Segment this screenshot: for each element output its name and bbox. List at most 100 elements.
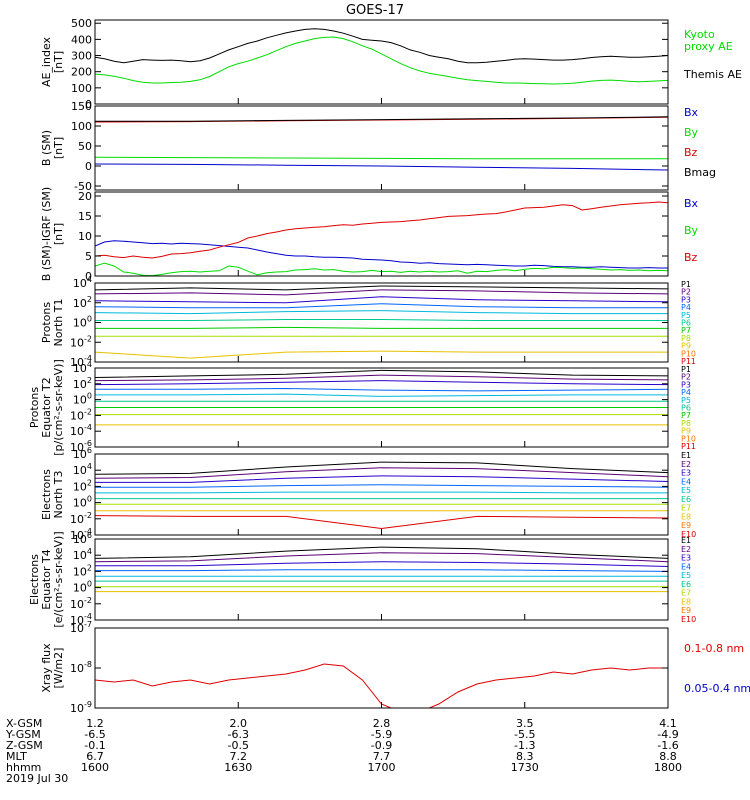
series-p1 <box>95 285 668 291</box>
panel-frame <box>94 627 669 709</box>
y-tick-label: 104 <box>73 275 92 290</box>
y-axis-label: Xray flux <box>40 643 53 693</box>
annotation-ae: Themis AE <box>683 68 742 81</box>
y-tick-label: 10-2 <box>70 596 92 611</box>
legend-p2: P2 <box>681 288 691 297</box>
y-axis-label: [W/m2] <box>52 648 65 689</box>
legend-p3: P3 <box>681 380 691 389</box>
y-tick-label: -50 <box>74 180 92 193</box>
x-axis-value: 1730 <box>511 761 539 774</box>
y-axis-label: B (SM) <box>40 130 53 166</box>
panel-frame <box>94 282 669 363</box>
y-tick-label: 0 <box>85 270 92 283</box>
y-tick-label: 10-2 <box>70 407 92 422</box>
legend-p7: P7 <box>681 411 691 420</box>
series-bx <box>95 240 668 269</box>
series-p4 <box>95 387 668 392</box>
series-p9 <box>95 350 668 359</box>
y-axis-label: [nT] <box>52 223 65 245</box>
x-axis-row-label: Z-GSM <box>6 739 43 752</box>
legend-e8: E8 <box>681 597 691 606</box>
x-axis-value: -5.5 <box>514 728 535 741</box>
y-tick-label: 400 <box>71 33 92 46</box>
legend-e8: E8 <box>681 512 691 521</box>
y-axis-label: North T1 <box>52 299 65 347</box>
y-tick-label: 20 <box>78 190 92 203</box>
y-tick-label: 104 <box>73 360 92 375</box>
x-axis-value: 2.8 <box>373 717 391 730</box>
x-axis-value: -6.5 <box>84 728 105 741</box>
y-tick-label: 10-2 <box>70 511 92 526</box>
y-tick-label: 200 <box>71 66 92 79</box>
legend-e9: E9 <box>681 606 691 615</box>
legend-p10: P10 <box>681 434 696 443</box>
legend-e2: E2 <box>681 545 691 554</box>
legend-e1: E1 <box>681 536 691 545</box>
x-axis-value: 8.8 <box>659 750 677 763</box>
series-p4 <box>95 303 668 309</box>
y-tick-label: 0 <box>85 98 92 111</box>
series-e4 <box>95 569 668 572</box>
panel-frame <box>94 453 669 536</box>
legend-e9: E9 <box>681 521 691 530</box>
series-e2 <box>95 552 668 563</box>
legend-p4: P4 <box>681 303 691 312</box>
date-label: 2019 Jul 30 <box>6 772 68 785</box>
x-axis-value: 1800 <box>654 761 682 774</box>
y-tick-label: 100 <box>71 120 92 133</box>
x-axis-value: -5.9 <box>371 728 392 741</box>
legend-e6: E6 <box>681 580 691 589</box>
x-axis-value: 1700 <box>368 761 396 774</box>
series-e9 <box>95 515 668 530</box>
series-e1 <box>95 461 668 475</box>
legend-p11: P11 <box>681 357 696 366</box>
panel-frame <box>94 538 669 621</box>
x-axis-value: -4.9 <box>657 728 678 741</box>
y-tick-label: 106 <box>73 446 92 461</box>
y-axis-label: [p/(cm²-s-sr-keV)] <box>52 359 65 456</box>
panel-dbsm: 0 5 10 15 20 B (SM)-IGRF (SM) [nT] <box>40 187 669 283</box>
y-tick-label: 100 <box>73 580 92 595</box>
x-axis-row-label: X-GSM <box>6 717 42 730</box>
annotation-dbsm: By <box>684 224 699 237</box>
annotation-ae: Kyoto <box>684 28 715 41</box>
annotation-ae: proxy AE <box>684 40 733 53</box>
x-axis-value: -0.9 <box>371 739 392 752</box>
y-tick-label: 10-7 <box>70 620 92 635</box>
legend-e10: E10 <box>681 530 696 539</box>
series-p6 <box>95 319 668 321</box>
series-bz <box>95 201 668 259</box>
y-tick-label: 102 <box>73 563 92 578</box>
legend-p2: P2 <box>681 373 691 382</box>
annotation-bsm: By <box>684 126 699 139</box>
x-axis-value: 6.7 <box>86 750 104 763</box>
legend-p6: P6 <box>681 319 691 328</box>
annotation-dbsm: Bx <box>684 197 699 210</box>
y-tick-label: 100 <box>73 392 92 407</box>
series-p5 <box>95 310 668 315</box>
y-axis-label: AE_index <box>40 36 53 87</box>
legend-p6: P6 <box>681 404 691 413</box>
annotation-xray: 0.05-0.4 nm <box>684 682 750 695</box>
legend-e4: E4 <box>681 477 691 486</box>
y-tick-label: 50 <box>78 140 92 153</box>
panel-bsm: -50 0 50 100 150 B (SM) [nT] <box>40 100 669 193</box>
legend-e3: E3 <box>681 469 691 478</box>
annotation-bsm: Bz <box>684 146 698 159</box>
y-tick-label: 102 <box>73 376 92 391</box>
y-tick-label: 500 <box>71 17 92 30</box>
legend-p8: P8 <box>681 419 691 428</box>
x-axis-value: -0.1 <box>84 739 105 752</box>
legend-p1: P1 <box>681 365 691 374</box>
legend-e6: E6 <box>681 495 691 504</box>
y-axis-label: Equator T4 <box>40 549 53 609</box>
annotation-bsm: Bx <box>684 106 699 119</box>
series-kyoto-proxy-ae <box>95 36 668 85</box>
x-axis-value: -1.3 <box>514 739 535 752</box>
annotation-bsm: Bmag <box>684 166 716 179</box>
x-axis-row-label: hhmm <box>6 761 41 774</box>
